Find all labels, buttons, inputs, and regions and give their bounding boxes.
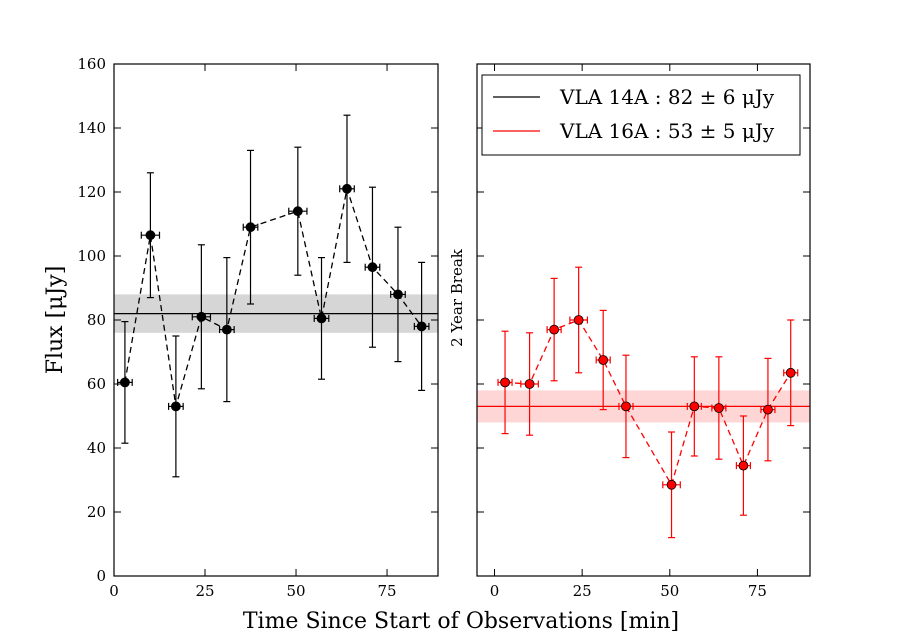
y-tick-label: 80: [87, 311, 106, 329]
data-point-group: [168, 335, 184, 478]
data-point-group: [662, 431, 681, 539]
data-point: [666, 479, 677, 490]
x-tick-label: 75: [377, 582, 396, 600]
data-point-group: [618, 354, 634, 459]
data-point-group: [520, 332, 539, 436]
data-point: [292, 206, 303, 217]
y-tick-label: 0: [96, 567, 106, 585]
data-point: [145, 230, 156, 241]
data-point-group: [313, 257, 330, 380]
y-tick-label: 20: [87, 503, 106, 521]
series-layer: [117, 114, 799, 539]
data-point-group: [288, 146, 308, 276]
data-point: [689, 401, 700, 412]
data-point-group: [497, 330, 513, 435]
data-point-group: [760, 357, 776, 462]
y-tick-label: 120: [77, 183, 106, 201]
x-tick-label: 75: [748, 582, 767, 600]
data-point: [621, 401, 631, 412]
data-point-group: [783, 319, 799, 427]
data-point: [342, 183, 352, 194]
data-point: [738, 460, 749, 471]
data-point: [713, 403, 724, 413]
data-point: [316, 313, 327, 324]
x-tick-label: 0: [490, 582, 500, 600]
data-point: [549, 324, 560, 335]
y-tick-label: 60: [87, 375, 106, 393]
series-line-panel1: [124, 186, 423, 407]
y-tick-label: 40: [87, 439, 106, 457]
data-point: [196, 311, 207, 322]
legend-label-vla16a: VLA 16A : 53 ± 5 μJy: [559, 119, 775, 143]
data-point: [416, 321, 427, 332]
data-point-group: [413, 261, 430, 391]
data-point-group: [711, 356, 727, 460]
mean-lines: [114, 312, 810, 408]
data-point-group: [364, 186, 381, 348]
data-point-group: [546, 277, 562, 382]
data-point-group: [569, 266, 589, 374]
y-tick-label: 140: [77, 119, 106, 137]
y-axis-title: Flux [μJy]: [43, 266, 68, 375]
legend-label-vla14a: VLA 14A : 82 ± 6 μJy: [559, 85, 775, 109]
data-point: [221, 324, 232, 335]
series-line-panel2: [504, 319, 792, 487]
data-point: [785, 367, 796, 378]
data-point-group: [218, 257, 235, 403]
legend-box: [481, 74, 801, 156]
y-tick-label: 160: [77, 55, 106, 73]
data-point-group: [686, 356, 702, 457]
x-tick-label: 25: [195, 582, 214, 600]
break-label: 2 Year Break: [448, 248, 466, 347]
legend: VLA 14A : 82 ± 6 μJy VLA 16A : 53 ± 5 μJ…: [481, 74, 801, 156]
x-tick-label: 0: [109, 582, 119, 600]
data-point: [573, 315, 584, 325]
data-point: [500, 377, 510, 388]
data-point: [393, 289, 403, 300]
data-point: [598, 355, 609, 365]
x-axis-title: Time Since Start of Observations [min]: [243, 609, 679, 634]
data-point: [120, 377, 130, 388]
data-point: [245, 222, 256, 233]
data-point-group: [339, 114, 355, 263]
x-tick-label: 50: [660, 582, 679, 600]
data-point: [524, 379, 535, 389]
axis-ticks: 0 25 50 75 0 20 40 60 80 100 120 140 160 0 25 50 75: [77, 55, 810, 600]
y-tick-label: 100: [77, 247, 106, 265]
data-point-group: [242, 149, 259, 305]
data-point-group: [735, 415, 752, 516]
data-point-group: [191, 244, 212, 390]
data-point: [763, 404, 773, 415]
data-point-group: [595, 309, 611, 411]
x-tick-label: 50: [286, 582, 305, 600]
data-point: [367, 262, 378, 273]
data-point-group: [117, 321, 133, 444]
data-point-group: [390, 226, 406, 363]
data-point: [170, 401, 181, 412]
x-tick-label: 25: [573, 582, 592, 600]
data-point-group: [140, 172, 161, 299]
